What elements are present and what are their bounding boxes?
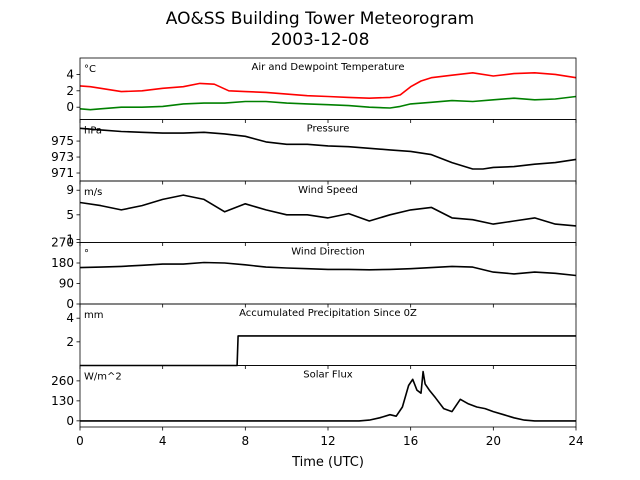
panel-unit: m/s bbox=[84, 187, 102, 198]
y-tick-label: 4 bbox=[66, 67, 74, 81]
y-tick-label: 4 bbox=[66, 311, 74, 325]
y-tick-label: 971 bbox=[51, 166, 74, 180]
panel-title: Wind Direction bbox=[291, 247, 365, 258]
panel-5: 0 130 260 Solar Flux W/m^2 bbox=[51, 365, 577, 431]
panel-0: 0 2 4 Air and Dewpoint Temperature °C bbox=[66, 57, 577, 123]
panel-unit: °C bbox=[84, 64, 96, 75]
panel-unit: mm bbox=[84, 310, 103, 321]
panel-unit: ° bbox=[84, 249, 89, 260]
y-tick-label: 5 bbox=[66, 208, 74, 222]
series-line-5-0 bbox=[80, 370, 576, 422]
panel-3: 0 90 180 270 Wind Direction ° bbox=[51, 236, 577, 311]
y-tick-label: 0 bbox=[66, 100, 74, 114]
x-tick-label: 20 bbox=[486, 434, 501, 448]
x-tick-label: 0 bbox=[76, 434, 84, 448]
series-line-1-0 bbox=[79, 127, 577, 170]
x-tick-label: 16 bbox=[403, 434, 418, 448]
series-line-2-0 bbox=[79, 194, 577, 227]
y-tick-label: 1 bbox=[66, 232, 74, 246]
y-tick-label: 2 bbox=[66, 335, 74, 349]
y-tick-label: 270 bbox=[51, 236, 74, 250]
x-tick-label: 12 bbox=[320, 434, 335, 448]
x-tick-label: 8 bbox=[242, 434, 250, 448]
x-tick-label: 24 bbox=[568, 434, 583, 448]
x-tick-label: 4 bbox=[159, 434, 167, 448]
y-tick-label: 0 bbox=[66, 297, 74, 311]
y-tick-label: 180 bbox=[51, 256, 74, 270]
y-tick-label: 0 bbox=[66, 414, 74, 428]
panels: 024 Air and Dewpoint Temperature°C9719739… bbox=[51, 57, 577, 431]
y-tick-label: 260 bbox=[51, 374, 74, 388]
panel-title: Wind Speed bbox=[298, 185, 358, 196]
x-axis: 0 4 8 12 16 20 24 bbox=[76, 434, 583, 448]
panel-2: 1 5 9 Wind Speed m/s bbox=[66, 180, 577, 246]
y-tick-label: 130 bbox=[51, 394, 74, 408]
y-tick-label: 2 bbox=[66, 84, 74, 98]
series-line-3-0 bbox=[79, 261, 577, 277]
panel-title: Air and Dewpoint Temperature bbox=[252, 62, 405, 73]
series-line-0-1 bbox=[79, 95, 577, 111]
panel-title: Solar Flux bbox=[303, 370, 353, 381]
figure-title-line1: AO&SS Building Tower Meteorogram bbox=[166, 9, 474, 29]
y-tick-label: 975 bbox=[51, 134, 74, 148]
y-tick-label: 973 bbox=[51, 150, 74, 164]
series-line-0-0 bbox=[79, 72, 577, 99]
figure-title-line2: 2003-12-08 bbox=[271, 30, 370, 50]
panel-unit: hPa bbox=[84, 126, 102, 137]
x-axis-label: Time (UTC) bbox=[291, 455, 364, 470]
panel-title: Accumulated Precipitation Since 0Z bbox=[239, 308, 417, 319]
panel-unit: W/m^2 bbox=[84, 372, 122, 383]
y-tick-label: 90 bbox=[59, 277, 74, 291]
panel-1: 971 973 975 Pressure hPa bbox=[51, 119, 577, 185]
y-tick-label: 9 bbox=[66, 183, 74, 197]
panel-4: 2 4 Accumulated Precipitation Since 0Z mm bbox=[66, 303, 577, 369]
panel-title: Pressure bbox=[307, 124, 350, 135]
series-line-4-0 bbox=[80, 335, 576, 367]
